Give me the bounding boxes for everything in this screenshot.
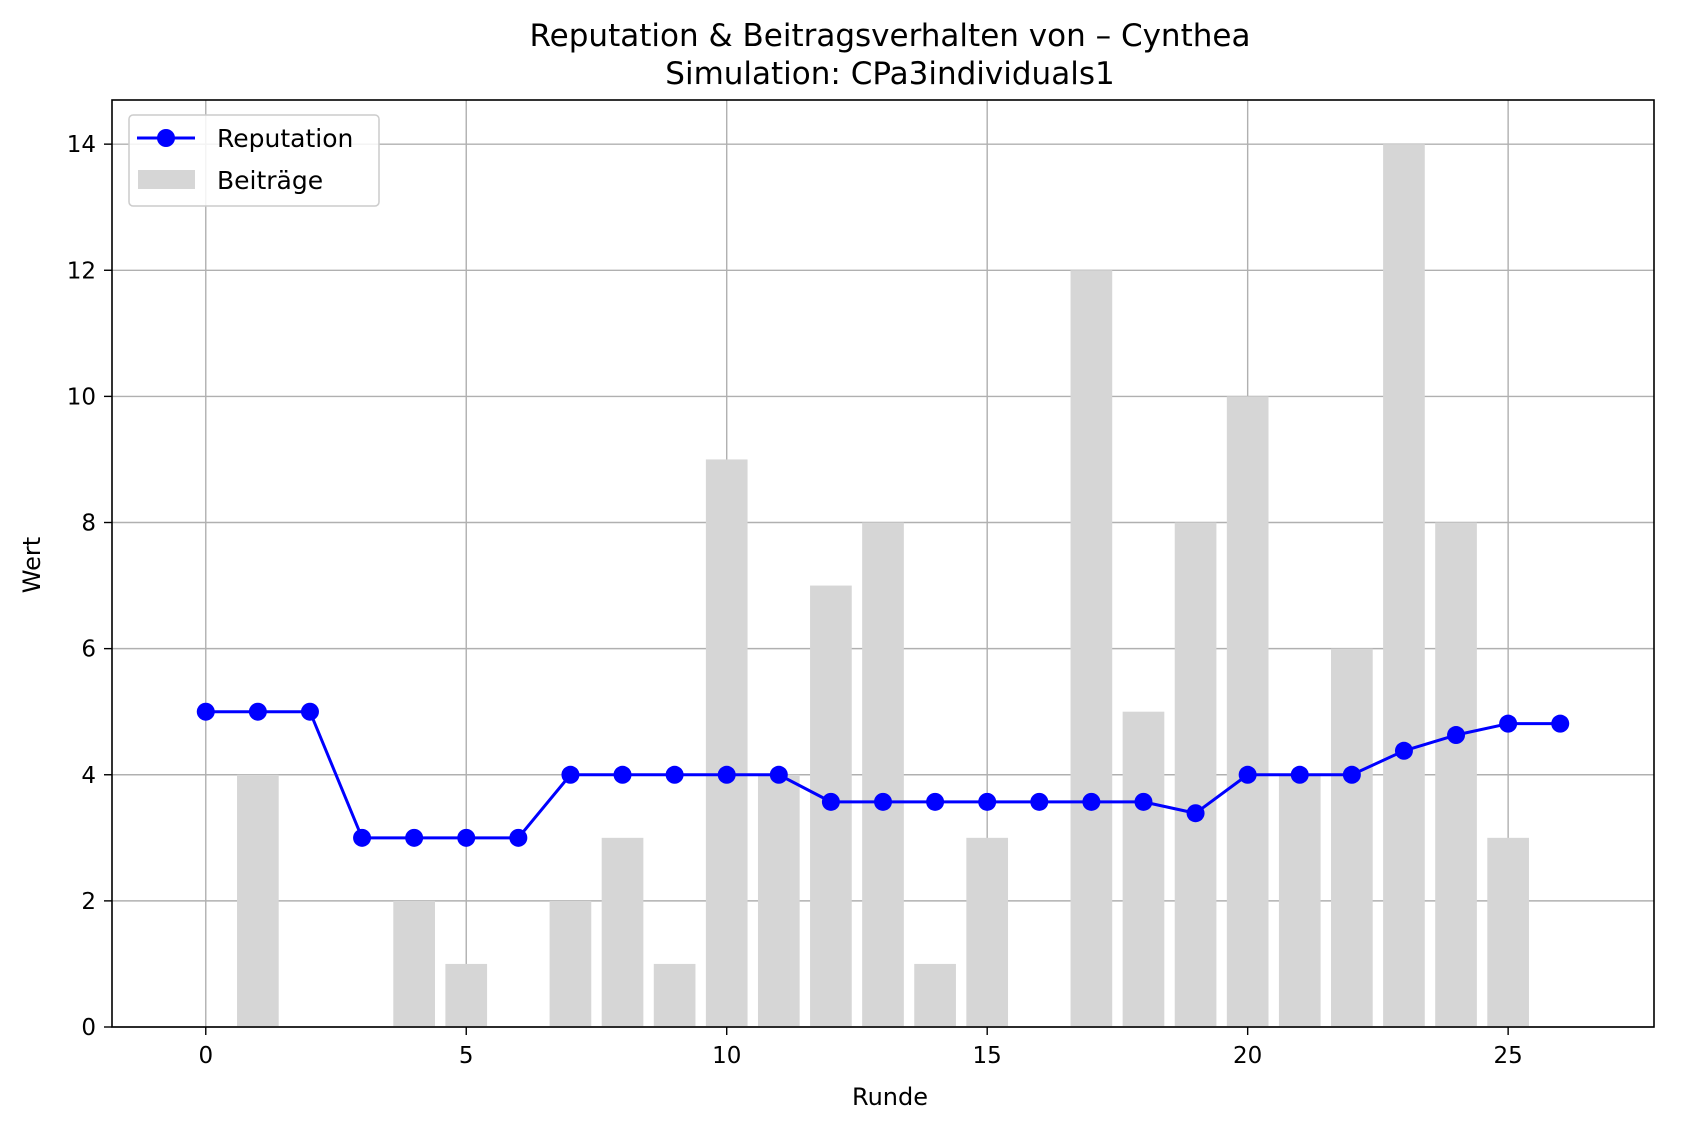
bar xyxy=(862,522,904,1027)
reputation-point xyxy=(1447,726,1466,745)
reputation-point xyxy=(978,792,997,811)
reputation-point xyxy=(1290,765,1309,784)
reputation-point xyxy=(613,765,632,784)
bar xyxy=(1226,396,1269,1027)
reputation-point xyxy=(717,765,736,784)
y-axis: 0 2 4 6 8 10 12 14 xyxy=(67,132,112,1041)
bar xyxy=(601,837,644,1027)
reputation-point xyxy=(1499,714,1518,733)
bar xyxy=(966,837,1009,1027)
reputation-point xyxy=(1186,804,1205,823)
bar xyxy=(1383,144,1425,1028)
reputation-point xyxy=(874,792,892,811)
bar xyxy=(757,774,800,1027)
reputation-point xyxy=(1082,792,1101,811)
bar xyxy=(653,963,696,1027)
y-tick-label: 2 xyxy=(81,889,96,915)
bar xyxy=(393,900,435,1027)
reputation-point xyxy=(1551,714,1570,733)
y-axis-label: Wert xyxy=(18,537,46,593)
y-tick-label: 8 xyxy=(81,511,96,537)
x-tick-label: 5 xyxy=(459,1043,474,1069)
x-tick-label: 20 xyxy=(1233,1043,1262,1069)
bar xyxy=(1174,522,1217,1027)
reputation-point xyxy=(353,828,372,847)
bar xyxy=(705,459,748,1027)
x-axis: 0 5 10 15 20 25 xyxy=(198,1027,1523,1069)
x-tick-label: 10 xyxy=(712,1043,741,1069)
bar xyxy=(1122,711,1165,1027)
legend-beitraege-swatch xyxy=(138,170,195,189)
reputation-point xyxy=(405,828,424,847)
y-tick-label: 0 xyxy=(81,1015,96,1041)
x-tick-label: 25 xyxy=(1493,1043,1522,1069)
legend-beitraege-label: Beiträge xyxy=(217,166,323,195)
reputation-point xyxy=(300,702,319,721)
reputation-point xyxy=(561,765,580,784)
y-tick-label: 12 xyxy=(67,258,96,284)
x-tick-label: 0 xyxy=(198,1043,213,1069)
y-tick-label: 6 xyxy=(81,637,96,663)
bar xyxy=(549,900,592,1027)
reputation-point xyxy=(926,792,945,811)
bar xyxy=(1278,774,1321,1027)
x-axis-label: Runde xyxy=(852,1083,928,1111)
reputation-point xyxy=(1030,792,1049,811)
reputation-point xyxy=(1238,765,1257,784)
plot-frame xyxy=(111,99,1655,1028)
legend-reputation-marker xyxy=(157,129,175,147)
reputation-point xyxy=(665,765,684,784)
reputation-point xyxy=(769,765,788,784)
reputation-point xyxy=(248,702,267,721)
reputation-point xyxy=(196,702,215,721)
y-tick-label: 14 xyxy=(67,132,96,158)
y-tick-label: 4 xyxy=(81,763,96,789)
reputation-point xyxy=(1134,792,1153,811)
bar xyxy=(1487,837,1529,1027)
legend: Reputation Beiträge xyxy=(128,114,380,207)
bar xyxy=(1331,648,1373,1027)
bar xyxy=(1070,270,1113,1027)
x-tick-label: 15 xyxy=(973,1043,1002,1069)
reputation-point xyxy=(457,828,476,847)
bar xyxy=(1435,522,1477,1027)
line-series xyxy=(196,702,1570,847)
reputation-point xyxy=(1394,741,1413,760)
legend-reputation-label: Reputation xyxy=(217,124,353,153)
bar xyxy=(237,774,279,1027)
reputation-point xyxy=(821,792,840,811)
reputation-point xyxy=(509,828,528,847)
chart-subtitle: Simulation: CPa3individuals1 xyxy=(665,56,1114,92)
bars-series xyxy=(237,144,1529,1028)
chart-title: Reputation & Beitragsverhalten von – Cyn… xyxy=(530,18,1251,54)
bar xyxy=(914,963,956,1027)
bar xyxy=(445,963,488,1027)
y-tick-label: 10 xyxy=(67,384,96,410)
reputation-point xyxy=(1342,765,1361,784)
